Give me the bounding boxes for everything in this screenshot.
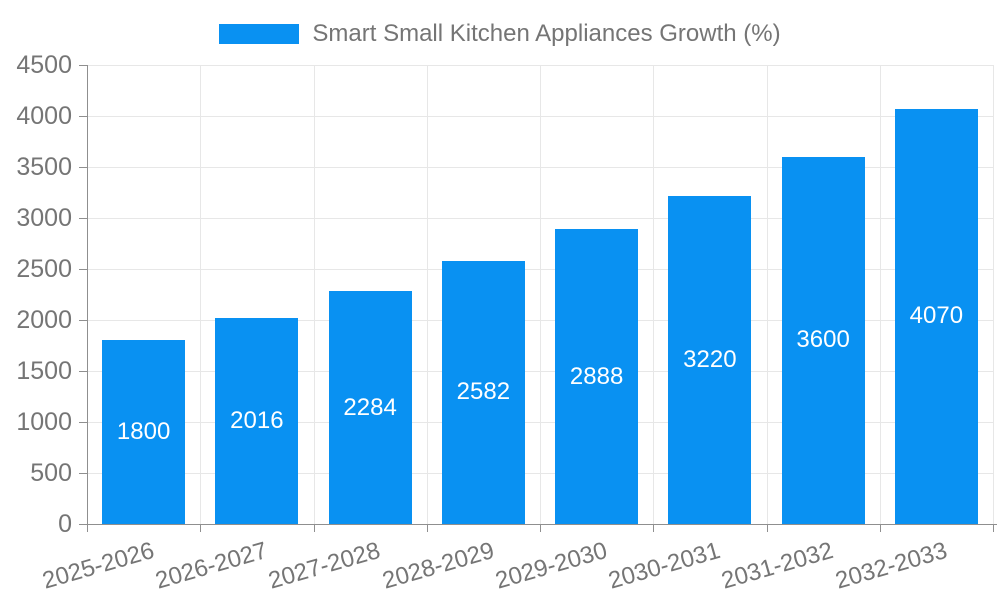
legend-swatch (219, 24, 300, 44)
x-axis-tick (993, 524, 994, 532)
x-axis-tick-label: 2028-2029 (379, 537, 497, 595)
gridline-vertical (879, 65, 881, 524)
x-axis-tick (87, 524, 88, 532)
bar-2026-2027[interactable]: 2016 (215, 318, 299, 524)
y-axis-tick-label: 0 (58, 510, 72, 538)
y-axis-tick (79, 167, 87, 168)
bar-value-label: 2284 (343, 393, 397, 421)
y-axis-tick (79, 422, 87, 423)
bar-2029-2030[interactable]: 2888 (555, 229, 639, 524)
y-axis-tick-label: 4500 (16, 51, 72, 79)
bar-value-label: 2888 (569, 362, 624, 390)
gridline-vertical (540, 65, 541, 524)
gridline-vertical (653, 65, 655, 524)
bar-value-label: 2582 (456, 378, 511, 406)
bar-2027-2028[interactable]: 2284 (328, 291, 412, 524)
legend-label: Smart Small Kitchen Appliances Growth (%… (312, 20, 781, 47)
y-axis-tick-label: 2000 (16, 306, 72, 334)
plot-area: 1800 2016 2284 2582 2888 3220 3600 4070 (87, 65, 994, 524)
legend-item[interactable]: Smart Small Kitchen Appliances Growth (%… (0, 19, 1000, 49)
y-axis-tick (79, 473, 87, 474)
x-axis-tick (540, 524, 541, 532)
y-axis-tick-label: 3000 (16, 204, 72, 232)
y-axis-line (87, 65, 88, 524)
x-axis-tick-label: 2027-2028 (265, 537, 384, 595)
x-axis-tick (426, 524, 428, 532)
bar-value-label: 2016 (230, 407, 284, 435)
y-axis-tick (79, 320, 87, 321)
x-axis-tick-label: 2032-2033 (832, 537, 950, 595)
y-axis-tick (79, 269, 87, 270)
y-axis-tick-label: 500 (30, 459, 72, 487)
bar-value-label: 3220 (683, 345, 737, 373)
bar-value-label: 1800 (116, 418, 171, 446)
gridline-vertical (766, 65, 768, 524)
y-axis-tick (79, 218, 87, 219)
x-axis-line (87, 524, 997, 525)
x-axis-tick (766, 524, 768, 532)
y-axis-tick (79, 371, 87, 372)
bar-2028-2029[interactable]: 2582 (441, 260, 525, 524)
bar-2032-2033[interactable]: 4070 (894, 108, 978, 524)
bar-value-label: 4070 (909, 302, 964, 330)
y-axis-tick-label: 4000 (16, 102, 72, 130)
gridline-vertical (200, 65, 202, 524)
x-axis-tick (879, 524, 881, 532)
x-axis-tick-label: 2025-2026 (39, 537, 158, 595)
x-axis-tick-label: 2029-2030 (492, 537, 611, 595)
y-axis-tick (79, 65, 87, 66)
bar-2025-2026[interactable]: 1800 (102, 340, 186, 524)
x-axis-tick (653, 524, 655, 532)
gridline-vertical (426, 65, 428, 524)
gridline-vertical (313, 65, 315, 524)
x-axis-tick-label: 2026-2027 (152, 537, 271, 595)
x-axis-tick-label: 2031-2032 (718, 537, 837, 595)
y-axis-tick-label: 1500 (16, 357, 72, 385)
bar-value-label: 3600 (796, 326, 850, 354)
gridline-vertical (993, 65, 994, 524)
y-axis-tick (79, 524, 87, 525)
x-axis-tick-label: 2030-2031 (605, 537, 724, 595)
y-axis-tick-label: 3500 (16, 153, 72, 181)
y-axis-tick-label: 1000 (16, 408, 72, 436)
y-axis-tick (79, 116, 87, 117)
y-axis-tick-label: 2500 (16, 255, 72, 283)
x-axis-tick (200, 524, 202, 532)
x-axis-tick (313, 524, 315, 532)
bar-2030-2031[interactable]: 3220 (668, 195, 752, 524)
bar-2031-2032[interactable]: 3600 (781, 156, 865, 524)
